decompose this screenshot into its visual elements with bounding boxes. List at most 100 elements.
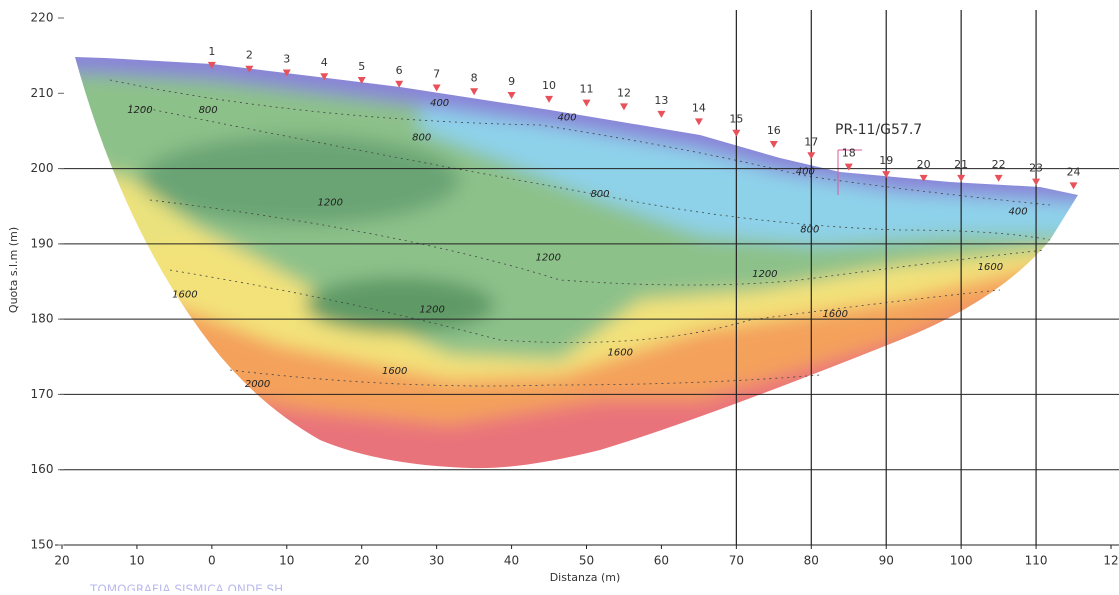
y-tick-label: 190	[31, 236, 54, 250]
geophone	[395, 80, 404, 88]
contour-label: 1600	[978, 262, 1003, 273]
geophone	[957, 174, 966, 182]
geophone	[1032, 178, 1041, 186]
geophone	[357, 76, 366, 84]
x-tick-label: 70	[729, 554, 744, 568]
x-tick-label: 50	[579, 554, 594, 568]
geophone	[807, 152, 816, 160]
geophone	[507, 92, 516, 100]
geophone-label: 24	[1067, 165, 1081, 178]
annotation: PR-11/G57.7	[835, 122, 922, 138]
y-tick-label: 170	[31, 387, 54, 401]
geophone-label: 17	[804, 135, 818, 148]
geophone	[470, 88, 479, 96]
geophone	[694, 118, 703, 126]
geophone-label: 9	[508, 75, 515, 88]
y-tick-label: 200	[31, 161, 54, 175]
x-tick-label: 20	[354, 554, 369, 568]
x-tick-label: 60	[654, 554, 669, 568]
geophone-label: 6	[396, 64, 403, 77]
x-axis-label: Distanza (m)	[550, 571, 621, 584]
geophone	[882, 171, 891, 179]
x-tick-label: 40	[504, 554, 519, 568]
geophone-label: 22	[992, 158, 1006, 171]
y-axis-label: Quota s.l.m (m)	[7, 227, 20, 313]
geophone-label: 3	[283, 52, 290, 65]
y-tick-label: 220	[31, 11, 54, 25]
y-tick-label: 180	[31, 312, 54, 326]
geophone	[207, 61, 216, 69]
geophone	[994, 174, 1003, 182]
geophone-label: 15	[729, 113, 743, 126]
contour-line	[109, 79, 1051, 206]
x-tick-label: 80	[804, 554, 819, 568]
y-tick-label: 150	[31, 538, 54, 552]
contour-label: 800	[199, 105, 218, 116]
x-tick-label: 12	[1103, 554, 1118, 568]
contour-label: 2000	[245, 379, 270, 390]
geophone-label: 4	[321, 56, 328, 69]
geophone	[619, 103, 628, 111]
y-tick-label: 210	[31, 86, 54, 100]
geophone-label: 5	[358, 60, 365, 73]
geophone-label: 2	[246, 49, 253, 62]
geophone	[320, 73, 329, 81]
contour-label: 1600	[607, 347, 632, 358]
geophone	[432, 84, 441, 92]
geophone-label: 1	[208, 45, 215, 58]
geophone	[732, 129, 741, 137]
x-tick-label: 20	[54, 554, 69, 568]
footer: TOMOGRAFIA SISMICA ONDE SH	[89, 583, 283, 592]
geophone-label: 8	[471, 71, 478, 84]
x-tick-label: 100	[950, 554, 973, 568]
geophone-label: 11	[580, 83, 594, 96]
geophone	[919, 174, 928, 182]
geophone-label: 18	[842, 147, 856, 160]
contour-label: 800	[590, 189, 609, 200]
contour-line	[169, 269, 1001, 343]
contour-label: 1600	[823, 309, 848, 320]
geophone-label: 23	[1029, 162, 1043, 175]
geophone-label: 19	[879, 154, 893, 167]
y-tick-label: 160	[31, 462, 54, 476]
contour-label: 1200	[752, 269, 777, 280]
contour-label: 1200	[419, 304, 444, 315]
geophone-label: 7	[433, 68, 440, 81]
contour-label: 400	[796, 167, 815, 178]
geophone-label: 21	[954, 158, 968, 171]
geophone	[844, 163, 853, 171]
geophone	[769, 140, 778, 148]
x-tick-label: 0	[208, 554, 216, 568]
contour-label: 1200	[318, 197, 343, 208]
contour-label: 800	[800, 225, 819, 236]
contour-lines	[109, 79, 1051, 387]
geophone-label: 14	[692, 101, 706, 114]
geophone	[1069, 182, 1078, 190]
geophone	[282, 69, 291, 77]
contour-label: 1200	[127, 105, 152, 116]
contour-label: 400	[557, 112, 576, 123]
contour-label: 1200	[536, 252, 561, 263]
geophone	[545, 95, 554, 103]
x-tick-label: 10	[279, 554, 294, 568]
x-tick-label: 30	[429, 554, 444, 568]
geophone	[245, 65, 254, 73]
x-tick-label: 10	[129, 554, 144, 568]
x-tick-label: 110	[1025, 554, 1048, 568]
contour-label: 400	[430, 98, 449, 109]
geophone-label: 20	[917, 158, 931, 171]
geophone-label: 16	[767, 124, 781, 137]
contour-label: 1600	[172, 289, 197, 300]
geophone	[582, 99, 591, 107]
contour-label: 400	[1009, 206, 1028, 217]
contour-line	[229, 369, 821, 387]
geophone-label: 10	[542, 79, 556, 92]
geophone-label: 12	[617, 86, 631, 99]
x-tick-label: 90	[879, 554, 894, 568]
contour-label: 1600	[382, 366, 407, 377]
contour-label: 800	[412, 133, 431, 144]
geophone	[657, 110, 666, 118]
geophone-label: 13	[654, 94, 668, 107]
